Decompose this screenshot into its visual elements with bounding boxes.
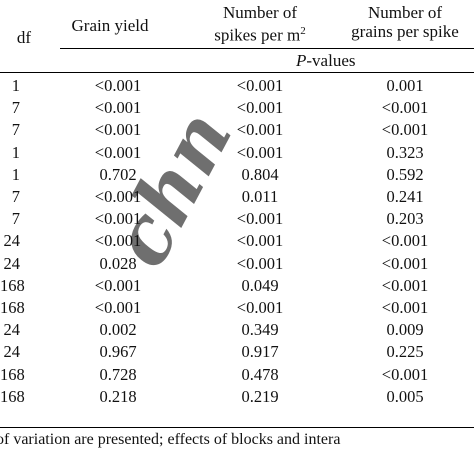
header-rule-top bbox=[60, 48, 474, 49]
cell-grains-per-spike: <0.001 bbox=[381, 120, 429, 140]
cell-grain-yield: <0.001 bbox=[94, 298, 142, 317]
cell-grains-per-spike: 0.009 bbox=[386, 320, 424, 340]
cell-grains-per-spike: 0.001 bbox=[386, 76, 424, 95]
header-spikes: Number of spikes per m2 bbox=[190, 3, 330, 45]
header-grains-line1: Number of bbox=[367, 3, 443, 22]
cell-grain-yield: <0.001 bbox=[94, 187, 142, 206]
cell-df: 1 bbox=[11, 142, 20, 162]
header-grains-line2: grains per spike bbox=[351, 22, 459, 41]
cell-spikes-per-m2: <0.001 bbox=[236, 98, 284, 118]
cell-grain-yield: <0.001 bbox=[94, 120, 142, 140]
cell-grain-yield: 0.002 bbox=[99, 320, 137, 340]
cell-grain-yield: <0.001 bbox=[94, 209, 142, 229]
pvalues-label: P-values bbox=[296, 51, 355, 71]
header-spikes-superscript: 2 bbox=[300, 25, 306, 37]
cell-grain-yield: <0.001 bbox=[94, 142, 142, 162]
cell-grain-yield: 0.967 bbox=[99, 342, 137, 362]
header-df: df bbox=[16, 28, 32, 47]
header-spikes-line1: Number of bbox=[222, 3, 298, 22]
cell-grain-yield: 0.218 bbox=[99, 386, 137, 406]
cell-spikes-per-m2: 0.219 bbox=[241, 386, 279, 406]
cell-df: 168 bbox=[0, 275, 25, 295]
cell-spikes-per-m2: 0.011 bbox=[241, 187, 279, 206]
cell-grains-per-spike: 0.203 bbox=[386, 209, 424, 229]
cell-spikes-per-m2: 0.478 bbox=[241, 364, 279, 384]
cell-spikes-per-m2: <0.001 bbox=[236, 209, 284, 229]
cell-grain-yield: <0.001 bbox=[94, 76, 142, 95]
cell-df: 7 bbox=[11, 209, 20, 229]
cell-df: 24 bbox=[3, 320, 21, 340]
cell-df: 24 bbox=[3, 253, 21, 273]
cell-grains-per-spike: 0.005 bbox=[386, 386, 424, 406]
cell-grain-yield: <0.001 bbox=[94, 98, 142, 118]
cell-df: 24 bbox=[3, 231, 21, 251]
cell-grains-per-spike: <0.001 bbox=[381, 275, 429, 295]
cell-spikes-per-m2: 0.349 bbox=[241, 320, 279, 340]
header-rule-bottom bbox=[0, 72, 474, 73]
cell-spikes-per-m2: 0.917 bbox=[241, 342, 279, 362]
cell-df: 7 bbox=[11, 187, 20, 206]
cell-grain-yield: 0.728 bbox=[99, 364, 137, 384]
pvalues-label-italic: P bbox=[296, 51, 307, 70]
cell-grain-yield: 0.702 bbox=[99, 164, 137, 184]
cell-df: 168 bbox=[0, 298, 25, 317]
cell-grain-yield: 0.028 bbox=[99, 253, 137, 273]
cell-df: 168 bbox=[0, 386, 25, 406]
footnote: of variation are presented; effects of b… bbox=[0, 431, 341, 448]
cell-grains-per-spike: 0.241 bbox=[386, 187, 424, 206]
cell-spikes-per-m2: <0.001 bbox=[236, 76, 284, 95]
header-grain-yield: Grain yield bbox=[71, 16, 149, 35]
cell-grains-per-spike: <0.001 bbox=[381, 98, 429, 118]
cell-grains-per-spike: <0.001 bbox=[381, 364, 429, 384]
cell-spikes-per-m2: <0.001 bbox=[236, 142, 284, 162]
pvalues-label-rest: -values bbox=[306, 51, 356, 70]
header-spikes-line2: spikes per m2 bbox=[214, 25, 306, 45]
cell-grains-per-spike: 0.323 bbox=[386, 142, 424, 162]
cell-df: 1 bbox=[11, 164, 20, 184]
cell-df: 168 bbox=[0, 364, 25, 384]
header-grains: Number of grains per spike bbox=[330, 3, 474, 41]
cell-spikes-per-m2: 0.049 bbox=[241, 275, 279, 295]
cell-grain-yield: <0.001 bbox=[94, 231, 142, 251]
cell-spikes-per-m2: <0.001 bbox=[236, 253, 284, 273]
table-rule-bottom bbox=[0, 427, 474, 428]
cell-df: 7 bbox=[11, 98, 20, 118]
cell-grains-per-spike: <0.001 bbox=[381, 253, 429, 273]
cell-grains-per-spike: 0.592 bbox=[386, 164, 424, 184]
cell-df: 1 bbox=[11, 76, 20, 95]
cell-grains-per-spike: 0.225 bbox=[386, 342, 424, 362]
cell-grain-yield: <0.001 bbox=[94, 275, 142, 295]
cell-spikes-per-m2: 0.804 bbox=[241, 164, 279, 184]
cell-df: 7 bbox=[11, 120, 20, 140]
cell-spikes-per-m2: <0.001 bbox=[236, 298, 284, 317]
cell-df: 24 bbox=[3, 342, 21, 362]
cell-grains-per-spike: <0.001 bbox=[381, 298, 429, 317]
cell-spikes-per-m2: <0.001 bbox=[236, 231, 284, 251]
cell-spikes-per-m2: <0.001 bbox=[236, 120, 284, 140]
cell-grains-per-spike: <0.001 bbox=[381, 231, 429, 251]
